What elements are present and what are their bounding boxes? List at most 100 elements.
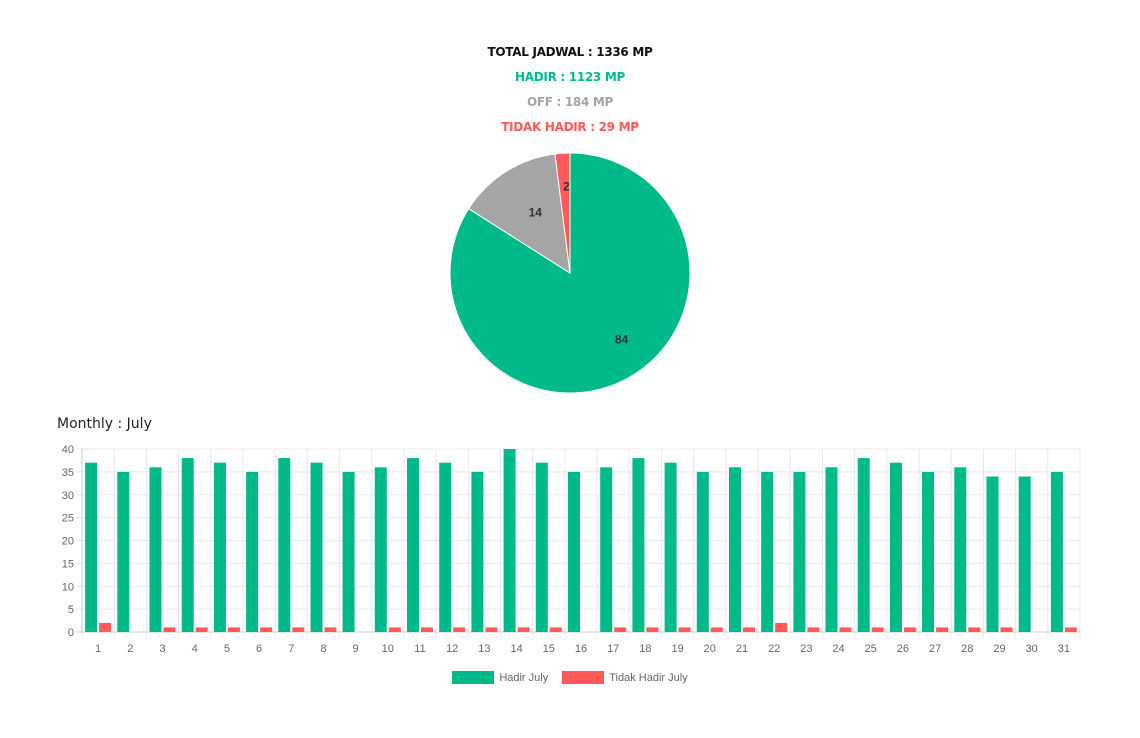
bar-tidak-hadir-17[interactable] <box>614 627 627 632</box>
bar-tidak-hadir-21[interactable] <box>743 627 755 632</box>
bar-tidak-hadir-18[interactable] <box>646 627 659 632</box>
bar-hadir-18[interactable] <box>632 458 645 632</box>
x-tick-label: 7 <box>288 643 294 655</box>
legend-item-hadir[interactable]: Hadir July <box>452 671 548 684</box>
x-tick-label: 8 <box>320 643 326 655</box>
pie-label-tidak-hadir: 2 <box>563 180 570 194</box>
pie-label-hadir: 84 <box>615 332 629 346</box>
bar-tidak-hadir-31[interactable] <box>1064 627 1077 632</box>
x-tick-label: 27 <box>929 643 941 655</box>
attendance-pie-chart: 84 14 2 <box>449 152 691 394</box>
bar-hadir-15[interactable] <box>535 462 548 632</box>
bar-hadir-25[interactable] <box>857 458 870 632</box>
bar-tidak-hadir-4[interactable] <box>195 627 208 632</box>
legend-item-tidak-hadir[interactable]: Tidak Hadir July <box>562 671 688 684</box>
bar-tidak-hadir-15[interactable] <box>549 627 562 632</box>
x-tick-label: 15 <box>543 643 555 655</box>
bar-tidak-hadir-19[interactable] <box>678 627 691 632</box>
hadir-label: HADIR : 1123 MP <box>515 70 625 84</box>
y-tick-label: 40 <box>62 444 74 456</box>
bar-tidak-hadir-5[interactable] <box>227 627 240 632</box>
bar-hadir-12[interactable] <box>439 462 452 632</box>
x-tick-label: 26 <box>897 643 909 655</box>
bar-hadir-9[interactable] <box>342 471 355 632</box>
x-tick-label: 24 <box>832 643 844 655</box>
bar-tidak-hadir-6[interactable] <box>260 627 273 632</box>
bar-hadir-6[interactable] <box>246 471 259 632</box>
bar-hadir-30[interactable] <box>1018 476 1031 633</box>
bar-hadir-2[interactable] <box>117 471 130 632</box>
bar-hadir-4[interactable] <box>181 458 194 632</box>
bar-hadir-24[interactable] <box>825 467 838 632</box>
x-tick-label: 14 <box>510 643 522 655</box>
bar-hadir-1[interactable] <box>85 462 98 632</box>
pie-label-off: 14 <box>529 206 543 220</box>
legend-label-tidak-hadir: Tidak Hadir July <box>609 671 688 684</box>
x-tick-label: 28 <box>961 643 973 655</box>
y-tick-label: 35 <box>62 467 74 479</box>
tidak-hadir-label: TIDAK HADIR : 29 MP <box>501 120 639 134</box>
bar-hadir-26[interactable] <box>889 462 902 632</box>
legend-swatch-tidak-hadir <box>562 671 605 684</box>
bar-hadir-23[interactable] <box>793 471 806 632</box>
bar-chart-legend: Hadir July Tidak Hadir July <box>0 671 1140 684</box>
x-tick-label: 6 <box>256 643 262 655</box>
bar-hadir-7[interactable] <box>278 458 291 632</box>
bar-tidak-hadir-11[interactable] <box>421 627 433 632</box>
bar-hadir-19[interactable] <box>664 462 677 632</box>
pie-slice-off[interactable] <box>467 153 571 274</box>
bar-tidak-hadir-22[interactable] <box>775 622 788 632</box>
x-tick-label: 11 <box>414 643 425 655</box>
bar-tidak-hadir-3[interactable] <box>163 627 176 632</box>
bar-hadir-17[interactable] <box>600 467 613 632</box>
pie-slice-tidak-hadir[interactable] <box>554 152 571 274</box>
y-tick-label: 0 <box>68 627 74 639</box>
x-tick-label: 19 <box>671 643 683 655</box>
bar-hadir-27[interactable] <box>922 471 935 632</box>
x-tick-label: 13 <box>478 643 490 655</box>
bar-hadir-10[interactable] <box>374 467 387 632</box>
y-tick-label: 30 <box>62 490 74 502</box>
bar-hadir-22[interactable] <box>761 471 774 632</box>
bar-tidak-hadir-7[interactable] <box>292 627 305 632</box>
bar-hadir-11[interactable] <box>407 458 419 632</box>
y-tick-label: 10 <box>62 581 74 593</box>
x-tick-label: 2 <box>127 643 133 655</box>
bar-tidak-hadir-28[interactable] <box>968 627 981 632</box>
bar-tidak-hadir-1[interactable] <box>99 622 112 632</box>
bar-hadir-14[interactable] <box>503 449 516 632</box>
bar-tidak-hadir-29[interactable] <box>1000 627 1013 632</box>
bar-hadir-3[interactable] <box>149 467 162 632</box>
x-tick-label: 20 <box>704 643 716 655</box>
bar-hadir-20[interactable] <box>696 471 709 632</box>
x-tick-label: 18 <box>639 643 651 655</box>
y-tick-label: 15 <box>62 558 74 570</box>
bar-hadir-5[interactable] <box>213 462 226 632</box>
bar-tidak-hadir-13[interactable] <box>485 627 498 632</box>
x-tick-label: 23 <box>800 643 812 655</box>
bar-tidak-hadir-10[interactable] <box>388 627 401 632</box>
x-tick-label: 5 <box>224 643 230 655</box>
x-tick-label: 17 <box>607 643 619 655</box>
bar-tidak-hadir-23[interactable] <box>807 627 820 632</box>
bar-hadir-28[interactable] <box>954 467 967 632</box>
bar-tidak-hadir-20[interactable] <box>710 627 723 632</box>
bar-hadir-13[interactable] <box>471 471 484 632</box>
bar-hadir-8[interactable] <box>310 462 323 632</box>
bar-tidak-hadir-8[interactable] <box>324 627 337 632</box>
bar-tidak-hadir-24[interactable] <box>839 627 852 632</box>
monthly-chart-title: Monthly : July <box>57 416 152 432</box>
bar-tidak-hadir-12[interactable] <box>453 627 466 632</box>
bar-hadir-31[interactable] <box>1050 471 1063 632</box>
bar-hadir-21[interactable] <box>729 467 741 632</box>
bar-tidak-hadir-27[interactable] <box>936 627 949 632</box>
bar-tidak-hadir-14[interactable] <box>517 627 530 632</box>
bar-hadir-16[interactable] <box>568 471 580 632</box>
x-tick-label: 25 <box>865 643 877 655</box>
bar-tidak-hadir-26[interactable] <box>903 627 916 632</box>
legend-swatch-hadir <box>452 671 495 684</box>
y-tick-label: 20 <box>62 536 74 548</box>
x-tick-label: 29 <box>993 643 1005 655</box>
bar-hadir-29[interactable] <box>986 476 999 633</box>
bar-tidak-hadir-25[interactable] <box>871 627 884 632</box>
